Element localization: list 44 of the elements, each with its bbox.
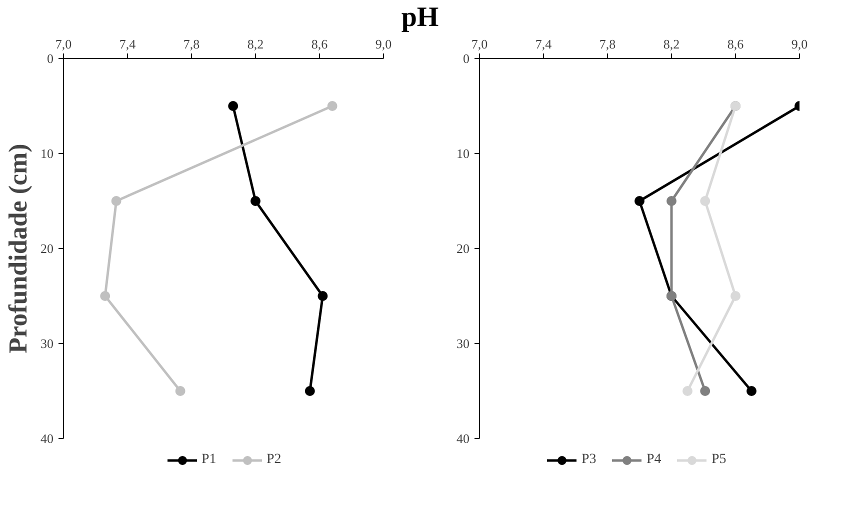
point — [700, 196, 710, 206]
point — [175, 386, 186, 396]
point — [682, 386, 692, 396]
x-tick-label: 9,0 — [791, 36, 808, 52]
point — [666, 196, 676, 206]
point — [304, 386, 315, 396]
point — [228, 101, 238, 111]
x-tick-label: 7,4 — [535, 36, 552, 52]
y-tick-label: 30 — [456, 336, 470, 351]
point — [700, 386, 710, 396]
x-tick-label: 8,6 — [311, 36, 328, 52]
point — [100, 291, 110, 301]
y-axis-title: Profundidade (cm) — [4, 144, 32, 354]
x-tick-label: 7,0 — [55, 36, 72, 52]
x-tick-label: 8,2 — [247, 36, 264, 52]
x-tick-label: 7,8 — [183, 36, 200, 52]
legend-label: P2 — [266, 452, 282, 468]
x-tick-label: 7,0 — [471, 36, 488, 52]
y-tick-label: 30 — [40, 336, 54, 351]
y-tick-label: 10 — [40, 146, 54, 161]
point — [746, 386, 756, 396]
point — [250, 196, 260, 206]
x-axis-title: pH — [401, 2, 439, 33]
x-tick-label: 8,6 — [727, 36, 744, 52]
legend-label: P4 — [646, 452, 662, 468]
x-tick-label: 7,4 — [119, 36, 136, 52]
y-tick-label: 0 — [47, 51, 54, 66]
point — [634, 196, 644, 206]
x-tick-label: 7,8 — [599, 36, 616, 52]
y-tick-label: 20 — [456, 241, 470, 256]
point — [111, 196, 122, 206]
legend-label: P1 — [202, 452, 218, 468]
y-tick-label: 10 — [456, 146, 470, 161]
y-tick-label: 20 — [40, 241, 54, 256]
legend-label: P3 — [582, 452, 598, 468]
point — [318, 291, 328, 301]
y-tick-label: 0 — [463, 51, 470, 66]
point — [327, 101, 338, 111]
point — [730, 291, 740, 301]
x-tick-label: 8,2 — [663, 36, 680, 52]
y-tick-label: 40 — [40, 431, 54, 446]
y-tick-label: 40 — [456, 431, 470, 446]
x-tick-label: 9,0 — [375, 36, 392, 52]
legend-label: P5 — [712, 452, 728, 468]
